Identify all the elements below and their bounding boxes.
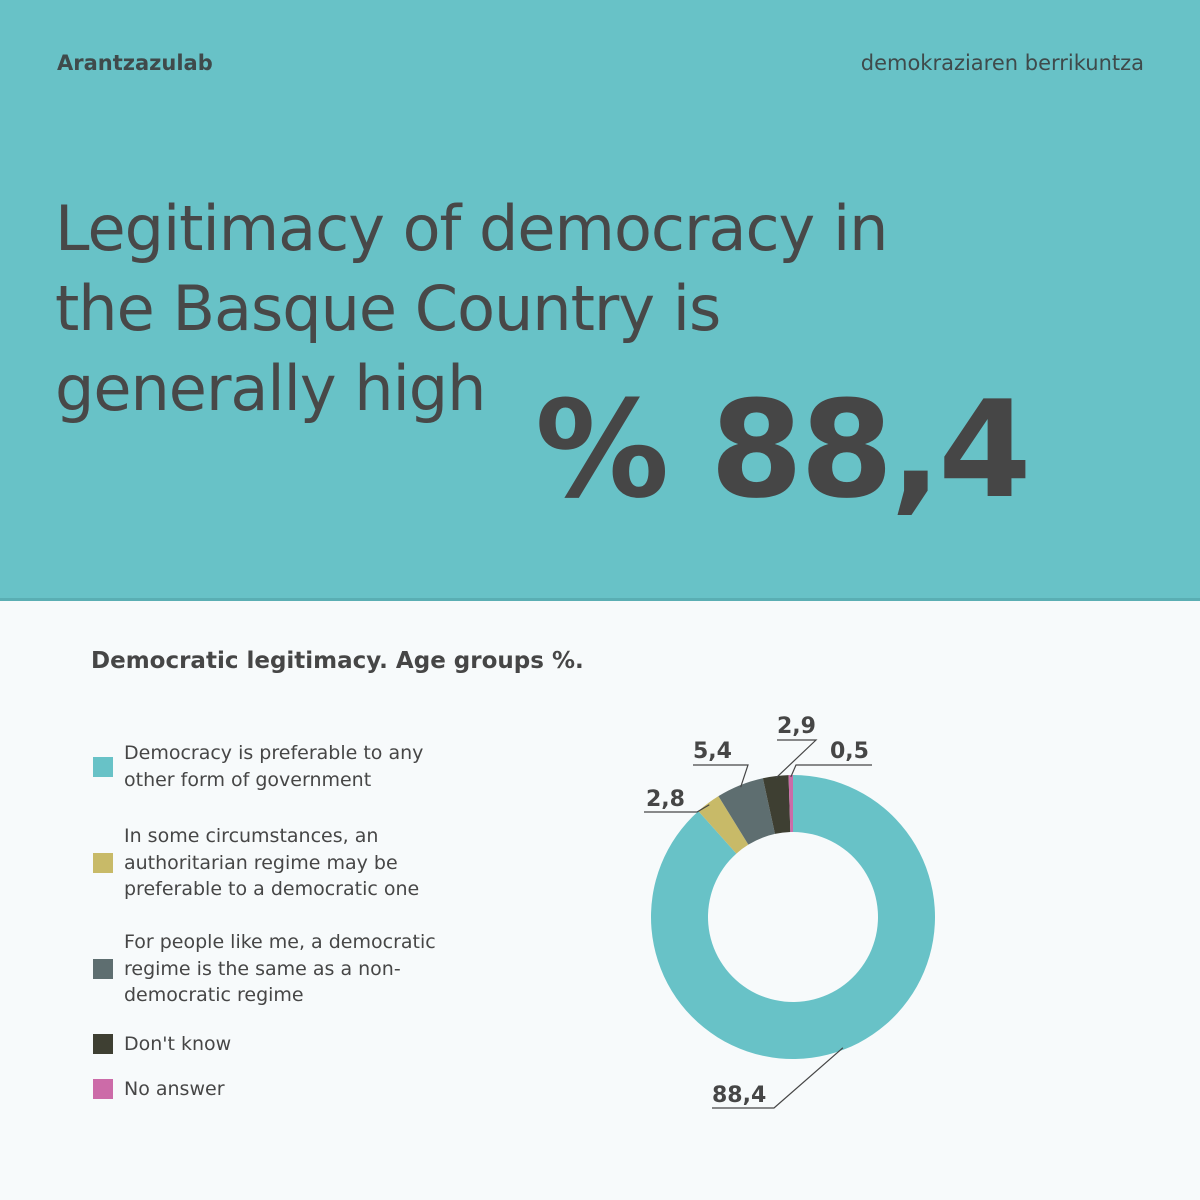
legend-item: Don't know bbox=[93, 1031, 493, 1058]
chart-title: Democratic legitimacy. Age groups %. bbox=[91, 648, 584, 674]
donut-chart: 88,4 2,8 5,4 2,9 0,5 bbox=[644, 714, 935, 1109]
leader-line bbox=[712, 1047, 844, 1109]
data-label: 0,5 bbox=[830, 739, 869, 764]
legend-label: For people like me, a democratic regime … bbox=[124, 931, 436, 1006]
legend-label: In some circumstances, an authoritarian … bbox=[124, 825, 420, 900]
leader-line bbox=[693, 764, 749, 788]
legend-swatch bbox=[93, 756, 113, 777]
data-label: 88,4 bbox=[712, 1083, 766, 1108]
donut-slice bbox=[788, 775, 793, 833]
legend-item: In some circumstances, an authoritarian … bbox=[93, 823, 493, 903]
leader-line bbox=[790, 764, 872, 778]
legend-label: Don't know bbox=[124, 1033, 232, 1055]
legend-label: No answer bbox=[124, 1078, 225, 1100]
legend-item: For people like me, a democratic regime … bbox=[93, 929, 493, 1009]
data-label: 5,4 bbox=[693, 739, 732, 764]
donut-slice bbox=[698, 796, 749, 854]
headline-stat: % 88,4 bbox=[535, 372, 1032, 528]
hero-divider bbox=[0, 598, 1200, 601]
legend-swatch bbox=[93, 1079, 113, 1100]
legend-label: Democracy is preferable to any other for… bbox=[124, 742, 424, 791]
leader-line bbox=[644, 804, 710, 813]
donut-slice bbox=[762, 775, 791, 834]
tagline: demokraziaren berrikuntza bbox=[860, 51, 1144, 75]
donut-slice bbox=[718, 778, 775, 845]
legend-item: No answer bbox=[93, 1076, 493, 1103]
legend-item: Democracy is preferable to any other for… bbox=[93, 740, 493, 793]
donut-slice bbox=[651, 775, 935, 1059]
brand-name: Arantzazulab bbox=[57, 51, 213, 75]
legend-swatch bbox=[93, 1034, 113, 1055]
leader-line bbox=[775, 739, 818, 779]
headline: Legitimacy of democracy in the Basque Co… bbox=[55, 192, 888, 425]
legend-swatch bbox=[93, 852, 113, 873]
data-label: 2,9 bbox=[777, 714, 816, 739]
legend-swatch bbox=[93, 958, 113, 979]
hero-banner bbox=[0, 0, 1200, 600]
data-label: 2,8 bbox=[646, 787, 685, 812]
